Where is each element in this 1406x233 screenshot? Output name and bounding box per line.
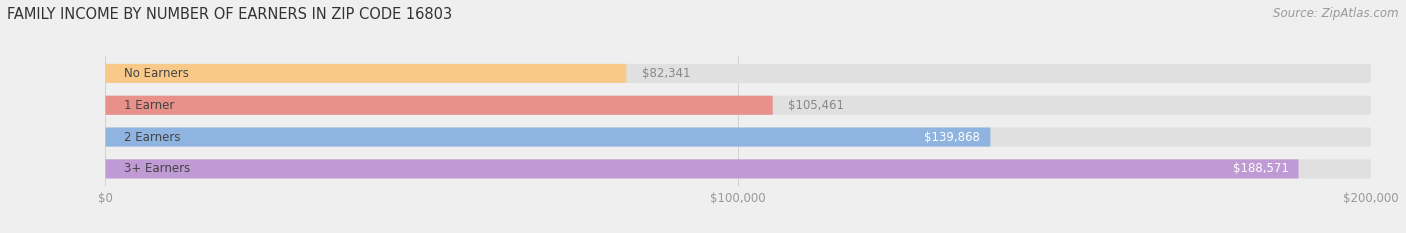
Text: $82,341: $82,341: [641, 67, 690, 80]
FancyBboxPatch shape: [105, 96, 1371, 115]
FancyBboxPatch shape: [105, 127, 990, 147]
FancyBboxPatch shape: [105, 159, 1299, 178]
Text: FAMILY INCOME BY NUMBER OF EARNERS IN ZIP CODE 16803: FAMILY INCOME BY NUMBER OF EARNERS IN ZI…: [7, 7, 453, 22]
FancyBboxPatch shape: [105, 96, 773, 115]
Text: No Earners: No Earners: [125, 67, 190, 80]
Text: $105,461: $105,461: [787, 99, 844, 112]
FancyBboxPatch shape: [105, 159, 1371, 178]
FancyBboxPatch shape: [105, 127, 1371, 147]
FancyBboxPatch shape: [105, 64, 627, 83]
Text: 3+ Earners: 3+ Earners: [125, 162, 191, 175]
Text: 2 Earners: 2 Earners: [125, 130, 181, 144]
Text: $188,571: $188,571: [1233, 162, 1288, 175]
FancyBboxPatch shape: [105, 64, 1371, 83]
Text: 1 Earner: 1 Earner: [125, 99, 174, 112]
Text: Source: ZipAtlas.com: Source: ZipAtlas.com: [1274, 7, 1399, 20]
Text: $139,868: $139,868: [924, 130, 980, 144]
